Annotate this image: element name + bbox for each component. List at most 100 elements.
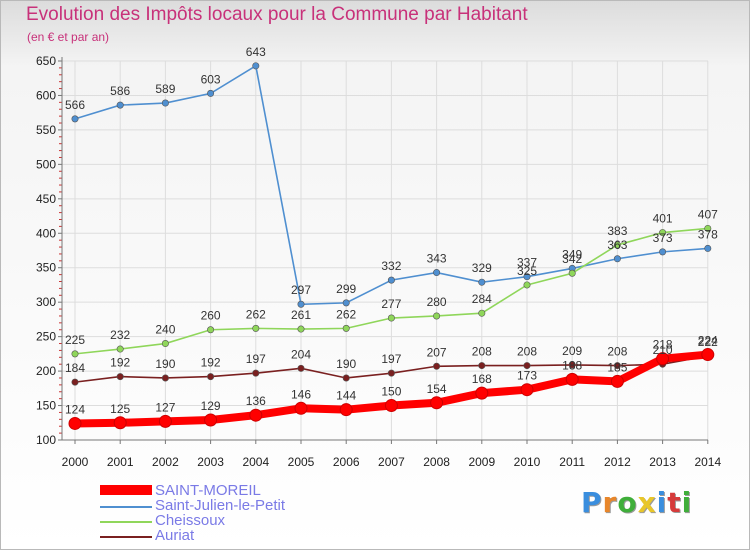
data-label-saint-julien-le-petit: 337	[517, 256, 537, 270]
data-label-cheissoux: 342	[562, 252, 582, 266]
y-tick-label: 250	[36, 330, 56, 344]
x-tick-label: 2011	[559, 455, 585, 469]
data-point-saint-moreil	[249, 408, 263, 422]
data-point-cheissoux	[387, 314, 395, 322]
chart-subtitle: (en € et par an)	[27, 30, 110, 44]
data-label-cheissoux: 407	[698, 207, 718, 221]
data-point-auriat	[161, 374, 169, 382]
legend-swatch-saint-moreil	[100, 485, 152, 495]
data-point-auriat	[568, 361, 576, 369]
data-label-saint-julien-le-petit: 297	[291, 283, 311, 297]
data-point-saint-moreil	[204, 413, 218, 427]
x-tick-label: 2008	[423, 455, 450, 469]
data-label-saint-moreil: 146	[291, 387, 311, 401]
data-label-cheissoux: 262	[336, 307, 356, 321]
data-point-saint-julien-le-petit	[342, 299, 350, 307]
data-label-auriat: 197	[381, 352, 401, 366]
data-label-saint-julien-le-petit: 332	[381, 259, 401, 273]
data-point-cheissoux	[659, 229, 667, 237]
data-label-cheissoux: 280	[427, 295, 447, 309]
y-tick-label: 150	[36, 399, 56, 413]
x-tick-label: 2014	[694, 455, 721, 469]
data-point-auriat	[342, 374, 350, 382]
legend-swatch-auriat	[100, 536, 152, 538]
data-label-cheissoux: 260	[201, 309, 221, 323]
data-label-cheissoux: 284	[472, 292, 492, 306]
data-point-saint-moreil	[430, 396, 444, 410]
data-label-auriat: 207	[427, 345, 447, 359]
brand-letter: i	[656, 486, 668, 519]
brand-letter: o	[617, 486, 638, 519]
data-label-saint-moreil: 125	[110, 402, 130, 416]
legend-swatch-saint-julien-le-petit	[100, 506, 152, 508]
data-label-cheissoux: 325	[517, 264, 537, 278]
data-label-cheissoux: 240	[155, 323, 175, 337]
x-tick-label: 2005	[288, 455, 315, 469]
legend-label: Auriat	[155, 527, 195, 544]
data-point-saint-moreil	[475, 386, 489, 400]
data-point-saint-julien-le-petit	[478, 278, 486, 286]
data-label-saint-moreil: 185	[607, 360, 627, 374]
data-point-saint-moreil	[701, 348, 715, 362]
x-tick-label: 2010	[514, 455, 541, 469]
brand-letter: t	[667, 486, 682, 519]
data-label-saint-moreil: 136	[246, 394, 266, 408]
data-label-saint-moreil: 154	[427, 382, 447, 396]
data-label-saint-julien-le-petit: 586	[110, 84, 130, 98]
data-point-saint-julien-le-petit	[704, 244, 712, 252]
data-label-saint-julien-le-petit: 343	[427, 252, 447, 266]
data-point-saint-julien-le-petit	[71, 115, 79, 123]
y-tick-label: 350	[36, 261, 56, 275]
data-point-cheissoux	[207, 326, 215, 334]
data-label-cheissoux: 262	[246, 307, 266, 321]
data-label-saint-moreil: 124	[65, 402, 85, 416]
data-point-auriat	[116, 373, 124, 381]
data-label-saint-julien-le-petit: 373	[653, 231, 673, 245]
data-label-cheissoux: 277	[381, 297, 401, 311]
data-label-saint-moreil: 168	[472, 372, 492, 386]
data-point-cheissoux	[478, 309, 486, 317]
x-tick-label: 2001	[107, 455, 134, 469]
data-point-saint-julien-le-petit	[523, 273, 531, 281]
data-label-saint-julien-le-petit: 566	[65, 98, 85, 112]
data-label-auriat: 197	[246, 352, 266, 366]
data-label-auriat: 210	[653, 343, 673, 357]
brand-letter: r	[602, 486, 618, 519]
x-tick-label: 2000	[62, 455, 89, 469]
data-label-saint-moreil: 150	[381, 385, 401, 399]
data-label-auriat: 190	[155, 357, 175, 371]
brand-letter: x	[637, 486, 657, 519]
data-point-auriat	[252, 369, 260, 377]
data-point-cheissoux	[297, 325, 305, 333]
x-tick-label: 2004	[242, 455, 269, 469]
data-label-saint-julien-le-petit: 589	[155, 82, 175, 96]
x-tick-label: 2007	[378, 455, 405, 469]
data-label-saint-julien-le-petit: 329	[472, 261, 492, 275]
data-point-cheissoux	[613, 241, 621, 249]
y-tick-label: 300	[36, 295, 56, 309]
x-tick-label: 2013	[649, 455, 676, 469]
data-point-cheissoux	[71, 350, 79, 358]
data-point-saint-julien-le-petit	[433, 269, 441, 277]
data-label-auriat: 192	[201, 356, 221, 370]
y-tick-label: 550	[36, 123, 56, 137]
data-label-auriat: 184	[65, 361, 85, 375]
legend-label: SAINT-MOREIL	[155, 482, 261, 499]
data-label-saint-julien-le-petit: 299	[336, 282, 356, 296]
data-label-auriat: 190	[336, 357, 356, 371]
data-label-saint-julien-le-petit: 603	[201, 72, 221, 86]
data-point-cheissoux	[704, 224, 712, 232]
data-label-auriat: 222	[698, 335, 718, 349]
brand-letter: P	[581, 486, 603, 519]
x-tick-label: 2003	[197, 455, 224, 469]
brand-letter: i	[681, 486, 693, 519]
data-label-auriat: 208	[472, 345, 492, 359]
x-tick-label: 2006	[333, 455, 360, 469]
data-point-saint-moreil	[520, 383, 534, 397]
data-label-cheissoux: 383	[607, 224, 627, 238]
data-point-saint-julien-le-petit	[659, 248, 667, 256]
data-point-auriat	[207, 373, 215, 381]
x-tick-label: 2002	[152, 455, 179, 469]
data-label-cheissoux: 401	[653, 212, 673, 226]
